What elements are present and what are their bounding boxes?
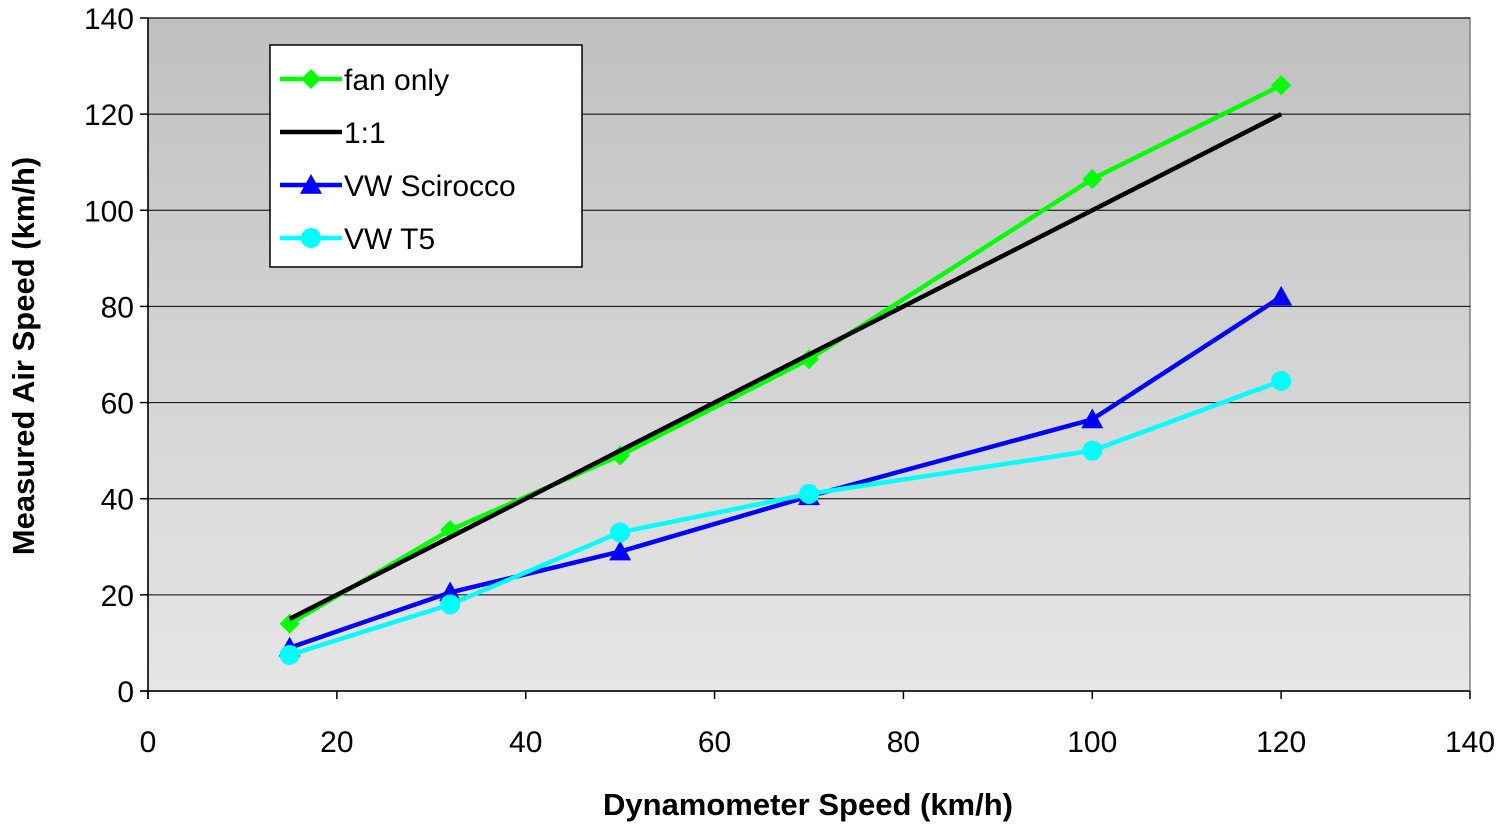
y-axis-title: Measured Air Speed (km/h) (6, 157, 41, 556)
x-tick-label-120: 120 (1256, 726, 1306, 759)
series-layer (278, 75, 1293, 665)
data-point-vw-scirocco-4 (1081, 408, 1104, 429)
x-tick-label-140: 140 (1445, 726, 1495, 759)
x-tick-label-40: 40 (509, 726, 542, 759)
x-tick-label-60: 60 (698, 726, 731, 759)
legend: fan only 1:1 VW Scirocco VW T5 (269, 44, 583, 268)
legend-marker-vw-t5 (301, 228, 321, 248)
data-point-vw-scirocco-2 (609, 540, 632, 561)
legend-label-fan-only: fan only (344, 64, 449, 97)
y-tick-labels: 0 20 40 60 80 100 120 140 (84, 3, 148, 709)
data-point-fan-only-4 (1082, 169, 1103, 190)
series-1-1 (288, 112, 1283, 621)
y-tick-label-0: 0 (117, 676, 134, 709)
series-line-fan-only (288, 83, 1283, 626)
y-tick-label-60: 60 (101, 388, 134, 421)
x-tick-label-0: 0 (140, 726, 157, 759)
x-tick-label-20: 20 (320, 726, 353, 759)
data-point-vw-t5-3 (799, 483, 819, 504)
series-line-1-1 (288, 112, 1283, 621)
axes (140, 18, 1470, 699)
data-point-vw-t5-5 (1271, 370, 1292, 391)
data-point-vw-t5-1 (440, 594, 461, 615)
data-point-vw-t5-0 (279, 644, 300, 665)
series-vw-t5 (279, 370, 1292, 665)
data-point-vw-t5-2 (610, 522, 631, 543)
data-point-vw-t5-4 (1082, 440, 1103, 461)
data-point-fan-only-5 (1271, 75, 1292, 96)
legend-label-vw-scirocco: VW Scirocco (344, 170, 516, 203)
y-tick-label-80: 80 (101, 291, 134, 324)
legend-marker-fan-only (301, 69, 321, 89)
legend-marker-vw-scirocco (300, 174, 322, 194)
x-tick-labels: 0 20 40 60 80 100 120 140 (140, 691, 1495, 759)
y-tick-label-20: 20 (101, 580, 134, 613)
x-axis-title: Dynamometer Speed (km/h) (603, 787, 1013, 822)
data-point-vw-scirocco-5 (1270, 285, 1293, 306)
y-tick-label-140: 140 (84, 3, 134, 36)
y-tick-label-120: 120 (84, 99, 134, 132)
x-tick-label-80: 80 (887, 726, 920, 759)
legend-label-vw-t5: VW T5 (344, 223, 435, 256)
y-tick-label-100: 100 (84, 195, 134, 228)
series-line-vw-t5 (288, 378, 1282, 658)
legend-label-1-1: 1:1 (344, 117, 386, 150)
series-line-vw-scirocco (288, 294, 1283, 650)
x-tick-label-100: 100 (1067, 726, 1117, 759)
legend-box (269, 44, 583, 268)
y-tick-label-40: 40 (101, 484, 134, 517)
